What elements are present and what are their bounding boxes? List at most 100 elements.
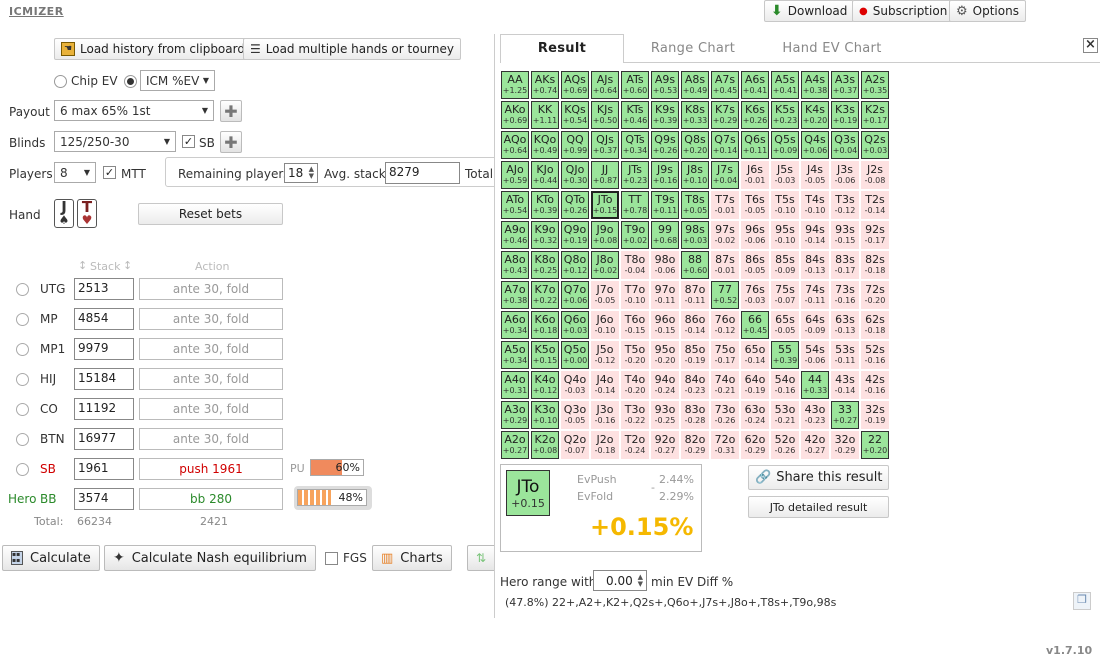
- hand-cell[interactable]: T4o -0.20: [621, 371, 649, 399]
- hand-cell[interactable]: Q2o -0.07: [561, 431, 589, 459]
- hand-cell[interactable]: ATs +0.60: [621, 71, 649, 99]
- hand-cell[interactable]: T5s -0.10: [771, 191, 799, 219]
- hand-cell[interactable]: Q2s +0.03: [861, 131, 889, 159]
- hand-cell[interactable]: 62s -0.18: [861, 311, 889, 339]
- options-button[interactable]: ⚙ Options: [949, 0, 1026, 22]
- hand-cell[interactable]: J5s -0.03: [771, 161, 799, 189]
- hand-cell[interactable]: 62o -0.29: [741, 431, 769, 459]
- app-logo[interactable]: ICMIZER: [9, 5, 64, 18]
- hand-cell[interactable]: K7s +0.29: [711, 101, 739, 129]
- hand-cell[interactable]: 95o -0.20: [651, 341, 679, 369]
- hand-cell[interactable]: 92o -0.27: [651, 431, 679, 459]
- hand-cell[interactable]: QJs +0.37: [591, 131, 619, 159]
- action-field[interactable]: ante 30, fold: [139, 308, 283, 330]
- hand-cell[interactable]: K2o +0.08: [531, 431, 559, 459]
- hand-cell[interactable]: KQo +0.49: [531, 131, 559, 159]
- hand-cell[interactable]: 98s +0.03: [681, 221, 709, 249]
- hand-cell[interactable]: K9o +0.32: [531, 221, 559, 249]
- hand-cell[interactable]: Q3o -0.05: [561, 401, 589, 429]
- hand-cell[interactable]: 33 +0.27: [831, 401, 859, 429]
- hand-cell[interactable]: KTs +0.46: [621, 101, 649, 129]
- load-multiple-button[interactable]: ☰ Load multiple hands or tourney: [243, 38, 461, 60]
- hand-cell[interactable]: T9o +0.02: [621, 221, 649, 249]
- hand-cell[interactable]: 83s -0.17: [831, 251, 859, 279]
- tab-hand-ev-chart[interactable]: Hand EV Chart: [782, 40, 882, 56]
- hand-cell[interactable]: K5s +0.23: [771, 101, 799, 129]
- hand-cell[interactable]: 93s -0.15: [831, 221, 859, 249]
- hand-cell[interactable]: K5o +0.15: [531, 341, 559, 369]
- hand-cell[interactable]: 75o -0.17: [711, 341, 739, 369]
- hand-cell[interactable]: 55 +0.39: [771, 341, 799, 369]
- bb-call-range-bar[interactable]: 48%: [297, 489, 367, 506]
- players-select[interactable]: 8 ▼: [54, 162, 96, 183]
- fgs-checkbox[interactable]: [325, 552, 338, 565]
- hand-cell[interactable]: J9s +0.16: [651, 161, 679, 189]
- copy-icon[interactable]: ❐: [1073, 592, 1091, 610]
- hand-cell[interactable]: 98o -0.06: [651, 251, 679, 279]
- hand-cell[interactable]: K8o +0.25: [531, 251, 559, 279]
- sb-push-range-bar[interactable]: 60%: [310, 459, 364, 476]
- hand-cell[interactable]: T2o -0.24: [621, 431, 649, 459]
- hand-cell[interactable]: 84o -0.23: [681, 371, 709, 399]
- hand-cell[interactable]: A7s +0.45: [711, 71, 739, 99]
- hand-cell[interactable]: T8s +0.05: [681, 191, 709, 219]
- hand-cell[interactable]: 97o -0.11: [651, 281, 679, 309]
- hand-cell[interactable]: 74o -0.21: [711, 371, 739, 399]
- hand-cell[interactable]: ATo +0.54: [501, 191, 529, 219]
- hand-cell[interactable]: 74s -0.11: [801, 281, 829, 309]
- action-field[interactable]: ante 30, fold: [139, 428, 283, 450]
- hand-cell[interactable]: K6o +0.18: [531, 311, 559, 339]
- hand-cell[interactable]: 87s -0.01: [711, 251, 739, 279]
- hand-cell[interactable]: T7o -0.10: [621, 281, 649, 309]
- hand-cell[interactable]: 95s -0.10: [771, 221, 799, 249]
- hand-cell[interactable]: 93o -0.25: [651, 401, 679, 429]
- hand-cell[interactable]: K2s +0.17: [861, 101, 889, 129]
- hand-cell[interactable]: 96o -0.15: [651, 311, 679, 339]
- hand-cell[interactable]: J2s -0.08: [861, 161, 889, 189]
- hand-cell[interactable]: K8s +0.33: [681, 101, 709, 129]
- download-button[interactable]: ⬇ Download: [764, 0, 855, 22]
- hand-cell[interactable]: J3o -0.16: [591, 401, 619, 429]
- hand-cell[interactable]: 53s -0.11: [831, 341, 859, 369]
- stack-input[interactable]: 16977: [74, 428, 134, 450]
- hand-cell[interactable]: 54o -0.16: [771, 371, 799, 399]
- hand-cell[interactable]: AKs +0.74: [531, 71, 559, 99]
- hand-cell[interactable]: 82o -0.29: [681, 431, 709, 459]
- hand-cell[interactable]: A2o +0.27: [501, 431, 529, 459]
- hand-cell[interactable]: Q9o +0.19: [561, 221, 589, 249]
- action-field[interactable]: ante 30, fold: [139, 338, 283, 360]
- hand-cell[interactable]: 87o -0.11: [681, 281, 709, 309]
- hand-cell[interactable]: 84s -0.13: [801, 251, 829, 279]
- hand-cell[interactable]: 75s -0.07: [771, 281, 799, 309]
- stack-input[interactable]: 15184: [74, 368, 134, 390]
- avg-stack-input[interactable]: 8279: [385, 162, 460, 184]
- hero-card-2[interactable]: T ♥: [77, 199, 97, 228]
- hand-cell[interactable]: Q8o +0.12: [561, 251, 589, 279]
- reset-bets-button[interactable]: Reset bets: [138, 203, 283, 225]
- hand-cell[interactable]: Q3s +0.04: [831, 131, 859, 159]
- hand-cell[interactable]: 52o -0.26: [771, 431, 799, 459]
- hand-cell[interactable]: QQ +0.99: [561, 131, 589, 159]
- hand-cell[interactable]: 54s -0.06: [801, 341, 829, 369]
- hand-cell[interactable]: Q4s +0.06: [801, 131, 829, 159]
- hand-cell[interactable]: 85s -0.09: [771, 251, 799, 279]
- hand-cell[interactable]: Q8s +0.20: [681, 131, 709, 159]
- hand-cell[interactable]: QTs +0.34: [621, 131, 649, 159]
- hand-cell[interactable]: QJo +0.30: [561, 161, 589, 189]
- hand-cell[interactable]: Q9s +0.26: [651, 131, 679, 159]
- hand-cell[interactable]: 83o -0.28: [681, 401, 709, 429]
- dealer-radio-btn[interactable]: [16, 433, 29, 446]
- hand-cell[interactable]: J6s -0.01: [741, 161, 769, 189]
- hand-cell[interactable]: J2o -0.18: [591, 431, 619, 459]
- hand-cell[interactable]: J5o -0.12: [591, 341, 619, 369]
- dealer-radio-mp1[interactable]: [16, 343, 29, 356]
- hand-cell[interactable]: J7o -0.05: [591, 281, 619, 309]
- action-field[interactable]: push 1961: [139, 458, 283, 480]
- hand-cell[interactable]: T7s -0.01: [711, 191, 739, 219]
- hand-cell[interactable]: T3s -0.12: [831, 191, 859, 219]
- hand-cell[interactable]: A9s +0.53: [651, 71, 679, 99]
- hand-cell[interactable]: 76s -0.03: [741, 281, 769, 309]
- mtt-checkbox[interactable]: ✓: [103, 166, 116, 179]
- hand-cell[interactable]: Q6s +0.11: [741, 131, 769, 159]
- stack-input[interactable]: 3574: [74, 488, 134, 510]
